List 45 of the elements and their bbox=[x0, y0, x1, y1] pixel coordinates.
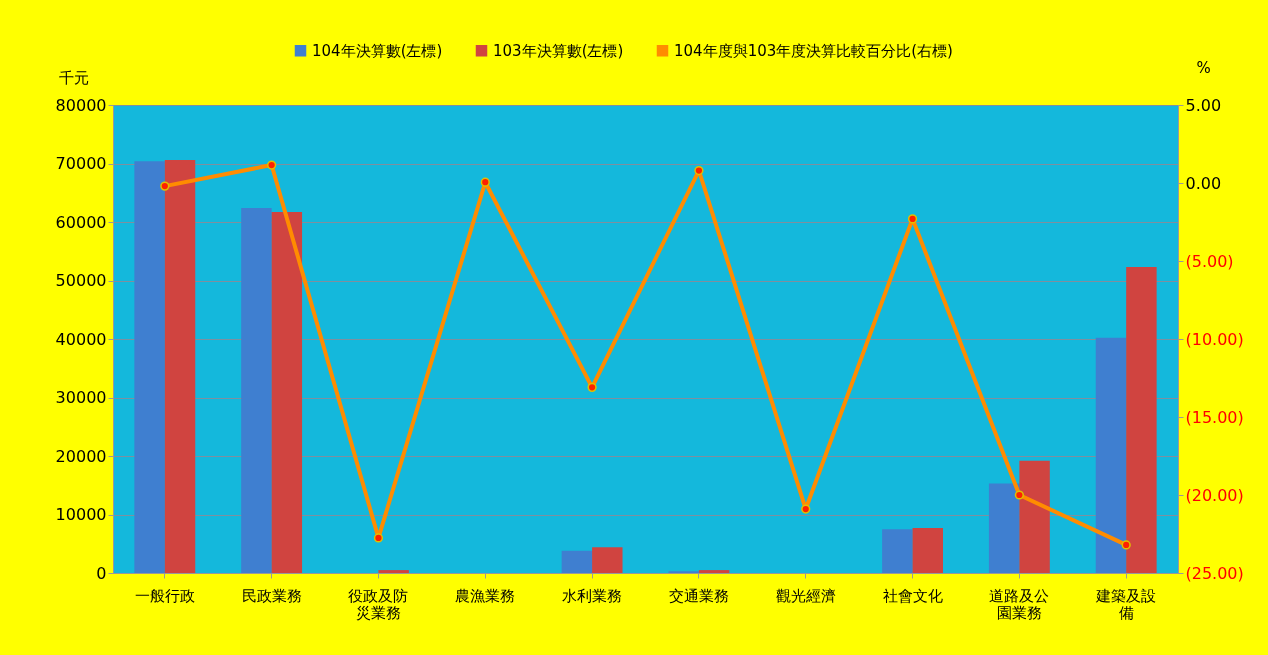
y2-tick-label: (25.00) bbox=[1185, 563, 1244, 583]
y-tick-label: 30000 bbox=[55, 388, 107, 407]
y-axis-title: 千元 bbox=[58, 68, 89, 87]
legend-label: 104年決算數(左標) bbox=[312, 41, 443, 60]
y-tick-label: 20000 bbox=[55, 446, 107, 466]
x-tick-label: 水利業務 bbox=[562, 586, 623, 605]
x-tick-label: 役政及防災業務 bbox=[348, 586, 409, 622]
bar bbox=[698, 570, 730, 573]
legend-label: 104年度與103年度決算比較百分比(右標) bbox=[674, 41, 953, 60]
y-tick-label: 40000 bbox=[55, 329, 107, 349]
y2-tick-label: (15.00) bbox=[1185, 407, 1244, 427]
bar bbox=[134, 161, 165, 573]
y2-tick-label: 5.00 bbox=[1185, 95, 1222, 115]
x-tick-label: 農漁業務 bbox=[455, 586, 516, 605]
y-tick-label: 50000 bbox=[55, 271, 107, 290]
y2-axis-title: % bbox=[1196, 58, 1211, 77]
bar bbox=[241, 207, 272, 573]
x-tick-label: 社會文化 bbox=[882, 586, 943, 605]
bar bbox=[988, 483, 1020, 573]
bar bbox=[164, 159, 196, 573]
y2-tick-label: (20.00) bbox=[1185, 485, 1244, 505]
bar bbox=[1019, 460, 1050, 573]
x-tick-label: 交通業務 bbox=[668, 586, 729, 605]
bar bbox=[1126, 267, 1157, 573]
bar bbox=[592, 547, 623, 573]
y2-tick-label: (5.00) bbox=[1185, 251, 1234, 271]
y-tick-label: 0 bbox=[96, 563, 107, 583]
y2-tick-label: (10.00) bbox=[1185, 329, 1244, 349]
bar bbox=[882, 529, 913, 573]
legend-label: 103年決算數(左標) bbox=[493, 41, 624, 60]
x-tick-label: 觀光經濟 bbox=[775, 586, 836, 605]
x-tick-label: 一般行政 bbox=[134, 586, 195, 605]
bar bbox=[378, 570, 409, 573]
y2-tick-label: 0.00 bbox=[1185, 173, 1222, 193]
x-tick-label: 民政業務 bbox=[241, 586, 302, 605]
bar bbox=[271, 212, 303, 573]
y-tick-label: 60000 bbox=[55, 212, 107, 232]
x-tick-label: 道路及公園業務 bbox=[989, 586, 1050, 622]
bar bbox=[912, 527, 943, 573]
y-tick-label: 80000 bbox=[55, 95, 107, 115]
bar bbox=[561, 550, 593, 573]
x-tick-label: 建築及設備 bbox=[1095, 586, 1157, 622]
y-tick-label: 70000 bbox=[55, 154, 107, 173]
y-tick-label: 10000 bbox=[55, 505, 107, 524]
bar bbox=[1095, 337, 1127, 573]
